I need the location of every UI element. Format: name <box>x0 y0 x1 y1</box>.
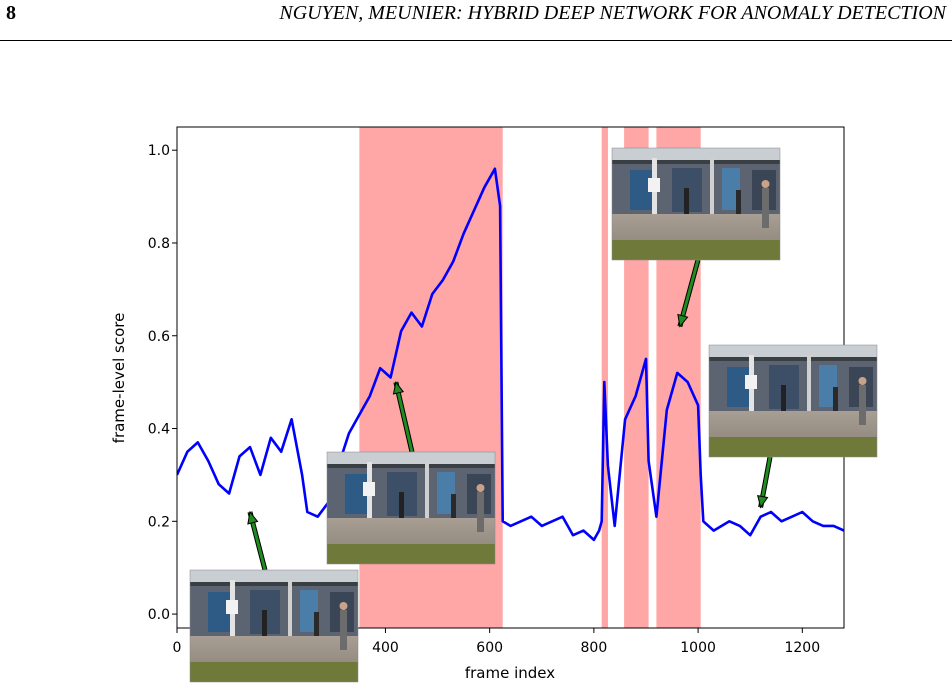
frame-insets <box>189 147 878 683</box>
inset-frame-3 <box>708 344 878 458</box>
page-header: 8 NGUYEN, MEUNIER: HYBRID DEEP NETWORK F… <box>0 0 952 41</box>
y-tick-label-4: 0.8 <box>148 236 170 252</box>
y-tick-label-2: 0.4 <box>148 422 170 438</box>
page-number: 8 <box>6 2 16 24</box>
x-tick-label-4: 800 <box>581 640 608 656</box>
inset-frame-1 <box>326 451 496 565</box>
inset-arrows <box>247 259 773 571</box>
x-tick-label-5: 1000 <box>680 640 716 656</box>
x-tick-label-3: 600 <box>476 640 503 656</box>
inset-frame-0 <box>189 569 359 683</box>
score-series-line <box>177 167 844 542</box>
running-title: NGUYEN, MEUNIER: HYBRID DEEP NETWORK FOR… <box>279 2 946 24</box>
score-line-layer <box>177 167 844 542</box>
inset-arrow-head-2 <box>677 313 689 328</box>
x-tick-label-0: 0 <box>173 640 182 656</box>
y-tick-label-0: 0.0 <box>148 607 170 623</box>
inset-arrow-head-1 <box>392 380 405 395</box>
y-tick-label-3: 0.6 <box>148 329 170 345</box>
inset-arrow-head-3 <box>757 495 769 509</box>
x-tick-label-6: 1200 <box>784 640 820 656</box>
inset-arrow-1 <box>394 381 414 453</box>
x-tick-label-2: 400 <box>372 640 399 656</box>
y-axis-label: frame-level score <box>110 313 128 444</box>
x-axis-label: frame index <box>465 664 555 682</box>
y-tick-label-5: 1.0 <box>148 143 170 159</box>
inset-arrow-head-0 <box>247 510 259 525</box>
inset-frame-2 <box>611 147 781 261</box>
y-tick-label-1: 0.2 <box>148 514 170 530</box>
anomaly-region-1 <box>601 127 608 628</box>
